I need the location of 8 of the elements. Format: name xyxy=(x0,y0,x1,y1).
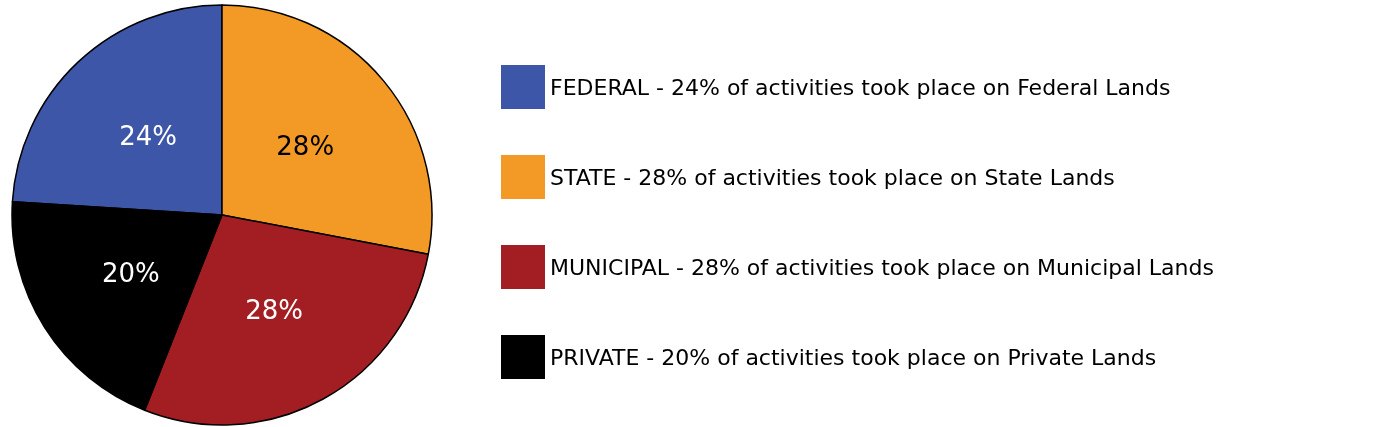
legend-label: FEDERAL - 24% of activities took place on Federal Lands xyxy=(550,74,1171,100)
data-label: 20% xyxy=(101,257,160,288)
data-label: 24% xyxy=(119,121,177,152)
legend-label: STATE - 28% of activities took place on State Lands xyxy=(550,164,1115,190)
legend-label: PRIVATE - 20% of activities took place on Private Lands xyxy=(550,344,1157,370)
data-label: 28% xyxy=(276,131,335,162)
legend-label: MUNICIPAL - 28% of activities took place on Municipal Lands xyxy=(550,254,1214,280)
data-label: 28% xyxy=(245,294,303,325)
